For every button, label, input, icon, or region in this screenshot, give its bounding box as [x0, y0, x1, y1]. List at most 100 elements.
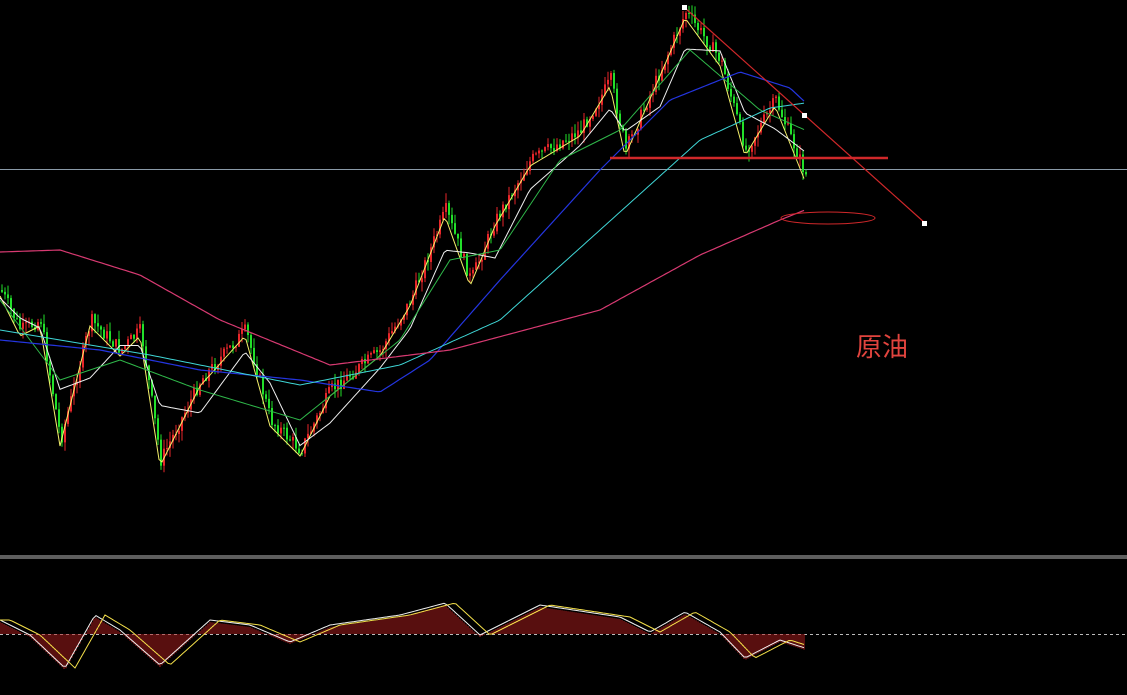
candle-body — [358, 364, 360, 373]
candle-body — [688, 12, 690, 14]
candle-body — [592, 115, 594, 120]
candle-body — [157, 418, 159, 440]
candle-body — [754, 137, 756, 146]
candle-body — [547, 144, 549, 148]
candle-body — [796, 148, 798, 158]
candle-body — [442, 211, 444, 220]
candle-body — [493, 231, 495, 236]
candle-body — [127, 339, 129, 346]
candle-body — [346, 374, 348, 381]
candle-body — [16, 318, 18, 320]
candle-body — [241, 329, 243, 334]
candle-body — [550, 144, 552, 149]
candle-body — [79, 367, 81, 383]
candle-body — [712, 42, 714, 52]
candle-body — [259, 374, 261, 376]
candle-body — [451, 214, 453, 224]
candle-body — [367, 354, 369, 364]
candle-body — [559, 144, 561, 149]
candle-body — [94, 314, 96, 324]
candle-body — [667, 54, 669, 65]
candle-body — [340, 379, 342, 389]
candle-body — [652, 91, 654, 96]
candle-body — [598, 104, 600, 110]
candle-body — [379, 350, 381, 352]
candle-body — [454, 223, 456, 234]
candle-body — [328, 387, 330, 394]
handle — [802, 113, 807, 118]
candle-body — [568, 140, 570, 142]
candle-body — [46, 332, 48, 362]
candle-body — [730, 88, 732, 97]
candle-body — [646, 107, 648, 110]
candle-body — [100, 326, 102, 330]
candle-body — [49, 361, 51, 376]
candle-body — [538, 150, 540, 154]
ma-line — [0, 71, 805, 393]
candle-body — [76, 382, 78, 385]
candle-body — [310, 431, 312, 434]
candle-body — [295, 436, 297, 449]
candle-body — [571, 133, 573, 142]
macd-line — [0, 602, 805, 667]
candle-body — [337, 379, 339, 390]
candle-body — [709, 46, 711, 52]
candle-body — [91, 314, 93, 332]
candle-body — [469, 273, 471, 276]
candle-body — [55, 394, 57, 410]
candle-body — [502, 204, 504, 218]
candle-body — [268, 398, 270, 409]
candle-body — [775, 96, 777, 99]
candle-body — [112, 341, 114, 347]
candle-body — [466, 253, 468, 276]
candle-body — [244, 324, 246, 330]
candle-body — [64, 423, 66, 443]
candle-body — [22, 322, 24, 329]
candle-body — [370, 353, 372, 355]
candle-body — [778, 96, 780, 110]
candle-body — [553, 148, 555, 151]
candle-body — [280, 427, 282, 434]
candle-body — [97, 323, 99, 327]
candle-body — [541, 150, 543, 152]
candle-body — [724, 60, 726, 75]
candle-body — [106, 331, 108, 339]
candle-body — [4, 291, 6, 295]
candle-body — [769, 110, 771, 113]
candle-body — [736, 103, 738, 115]
candle-body — [748, 149, 750, 152]
candle-body — [703, 27, 705, 37]
candle-body — [325, 393, 327, 409]
candle-body — [673, 34, 675, 48]
candle-body — [10, 298, 12, 309]
candle-body — [706, 36, 708, 47]
candle-body — [511, 195, 513, 197]
candle-body — [616, 88, 618, 114]
candle-body — [178, 430, 180, 435]
highlight-ellipse — [780, 211, 876, 225]
handle — [682, 5, 687, 10]
candle-body — [166, 447, 168, 449]
candle-body — [799, 154, 801, 158]
candle-body — [292, 436, 294, 441]
candle-body — [565, 140, 567, 142]
candle-body — [649, 95, 651, 108]
candle-body — [619, 113, 621, 126]
candle-body — [715, 42, 717, 53]
candle-body — [202, 378, 204, 385]
candle-body — [628, 136, 630, 149]
candle-body — [88, 331, 90, 337]
candle-body — [406, 303, 408, 316]
candle-body — [142, 324, 144, 347]
candle-body — [484, 248, 486, 260]
candle-body — [718, 52, 720, 61]
candle-body — [307, 433, 309, 439]
candle-body — [52, 375, 54, 395]
candle-body — [577, 130, 579, 138]
candle-body — [580, 130, 582, 133]
candle-body — [133, 334, 135, 339]
candle-body — [475, 262, 477, 270]
candle-body — [772, 98, 774, 111]
candle-body — [430, 247, 432, 262]
